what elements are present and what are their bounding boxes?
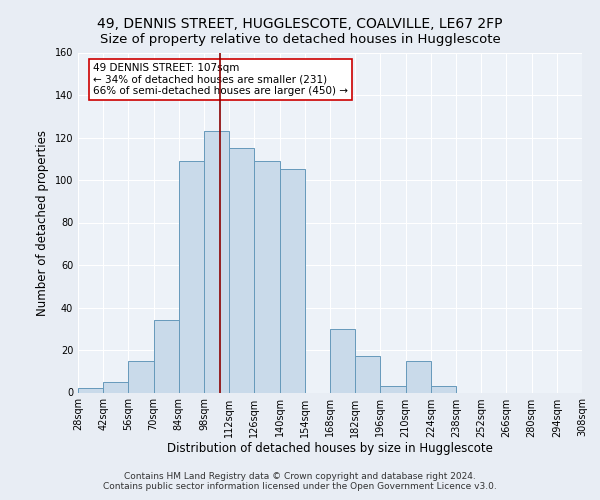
X-axis label: Distribution of detached houses by size in Hugglescote: Distribution of detached houses by size … — [167, 442, 493, 456]
Y-axis label: Number of detached properties: Number of detached properties — [36, 130, 49, 316]
Bar — [330, 329, 355, 392]
Bar — [355, 356, 380, 392]
Bar — [280, 170, 305, 392]
Bar — [78, 388, 103, 392]
Text: 49 DENNIS STREET: 107sqm
← 34% of detached houses are smaller (231)
66% of semi-: 49 DENNIS STREET: 107sqm ← 34% of detach… — [93, 62, 348, 96]
Text: Contains HM Land Registry data © Crown copyright and database right 2024.
Contai: Contains HM Land Registry data © Crown c… — [103, 472, 497, 491]
Bar — [431, 386, 456, 392]
Bar — [254, 161, 280, 392]
Text: Size of property relative to detached houses in Hugglescote: Size of property relative to detached ho… — [100, 32, 500, 46]
Bar — [204, 131, 229, 392]
Bar — [154, 320, 179, 392]
Bar — [103, 382, 128, 392]
Bar — [380, 386, 406, 392]
Bar — [128, 360, 154, 392]
Bar — [179, 161, 204, 392]
Text: 49, DENNIS STREET, HUGGLESCOTE, COALVILLE, LE67 2FP: 49, DENNIS STREET, HUGGLESCOTE, COALVILL… — [97, 18, 503, 32]
Bar — [406, 360, 431, 392]
Bar — [229, 148, 254, 392]
